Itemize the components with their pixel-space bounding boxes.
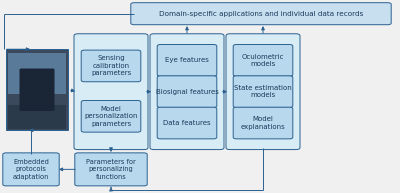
FancyBboxPatch shape [75, 153, 147, 186]
Text: Oculometric
models: Oculometric models [242, 54, 284, 67]
FancyBboxPatch shape [150, 34, 224, 150]
Text: Eye features: Eye features [165, 57, 209, 63]
FancyBboxPatch shape [8, 105, 66, 129]
Text: Model
personalization
parameters: Model personalization parameters [84, 106, 138, 127]
FancyBboxPatch shape [20, 69, 54, 111]
Text: Parameters for
personalizing
functions: Parameters for personalizing functions [86, 159, 136, 180]
FancyBboxPatch shape [6, 49, 68, 130]
FancyBboxPatch shape [226, 34, 300, 150]
Text: Biosignal features: Biosignal features [156, 89, 218, 95]
Text: Data features: Data features [163, 120, 211, 126]
FancyBboxPatch shape [157, 45, 217, 76]
Text: Embedded
protocols
adaptation: Embedded protocols adaptation [13, 159, 49, 180]
FancyBboxPatch shape [74, 34, 148, 150]
FancyBboxPatch shape [233, 76, 293, 108]
FancyBboxPatch shape [233, 107, 293, 139]
Text: Model
explanations: Model explanations [241, 116, 285, 130]
FancyBboxPatch shape [81, 101, 141, 132]
FancyBboxPatch shape [157, 76, 217, 108]
FancyBboxPatch shape [81, 50, 141, 82]
FancyBboxPatch shape [131, 3, 391, 25]
FancyBboxPatch shape [3, 153, 59, 186]
Text: Domain-specific applications and individual data records: Domain-specific applications and individ… [159, 11, 363, 17]
Text: State estimation
models: State estimation models [234, 85, 292, 98]
FancyBboxPatch shape [233, 45, 293, 76]
Text: Sensing
calibration
parameters: Sensing calibration parameters [91, 55, 131, 76]
FancyBboxPatch shape [157, 107, 217, 139]
FancyBboxPatch shape [8, 53, 66, 94]
